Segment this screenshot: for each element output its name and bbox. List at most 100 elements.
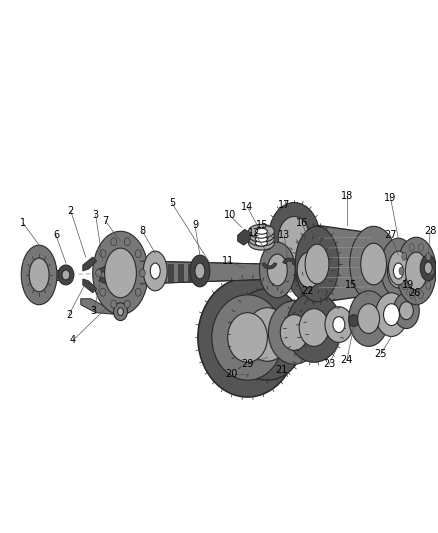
Ellipse shape	[405, 252, 427, 290]
Ellipse shape	[350, 227, 397, 302]
Ellipse shape	[418, 244, 424, 252]
Text: 9: 9	[192, 220, 198, 230]
Ellipse shape	[268, 254, 287, 286]
Bar	[284, 266, 289, 282]
Ellipse shape	[278, 216, 310, 260]
Ellipse shape	[246, 308, 289, 361]
Ellipse shape	[259, 242, 295, 298]
Ellipse shape	[280, 314, 308, 350]
Text: 22: 22	[301, 286, 313, 296]
Text: 8: 8	[139, 227, 145, 236]
Ellipse shape	[190, 255, 210, 287]
Ellipse shape	[124, 238, 130, 246]
Polygon shape	[83, 279, 97, 293]
Text: 25: 25	[374, 349, 387, 359]
Text: 12: 12	[248, 228, 261, 238]
Text: 15: 15	[345, 280, 357, 290]
Ellipse shape	[393, 293, 419, 328]
Ellipse shape	[212, 295, 283, 380]
Ellipse shape	[396, 237, 436, 305]
Ellipse shape	[399, 267, 404, 275]
Polygon shape	[99, 265, 110, 273]
Ellipse shape	[248, 224, 274, 238]
Ellipse shape	[418, 290, 424, 298]
Text: 11: 11	[222, 256, 234, 266]
Text: 17: 17	[278, 200, 290, 211]
Text: 14: 14	[241, 203, 254, 213]
Text: 3: 3	[91, 305, 97, 316]
Bar	[158, 264, 164, 282]
Ellipse shape	[255, 228, 268, 234]
Ellipse shape	[117, 308, 124, 316]
Ellipse shape	[361, 243, 386, 285]
Ellipse shape	[248, 236, 274, 250]
Ellipse shape	[228, 313, 268, 362]
Ellipse shape	[426, 281, 431, 289]
Ellipse shape	[325, 306, 353, 342]
Ellipse shape	[402, 281, 407, 289]
Ellipse shape	[255, 232, 268, 238]
Bar	[168, 264, 174, 282]
Ellipse shape	[21, 245, 57, 305]
Text: 10: 10	[223, 211, 236, 220]
Ellipse shape	[388, 254, 410, 288]
Bar	[188, 264, 194, 282]
Text: 16: 16	[296, 219, 308, 228]
Ellipse shape	[402, 253, 407, 260]
Ellipse shape	[111, 300, 117, 308]
Ellipse shape	[150, 263, 160, 279]
Ellipse shape	[376, 293, 407, 336]
Text: 28: 28	[424, 227, 436, 236]
Ellipse shape	[349, 291, 389, 346]
Ellipse shape	[426, 253, 431, 260]
Text: 2: 2	[68, 206, 74, 216]
Text: 23: 23	[323, 359, 335, 369]
Ellipse shape	[409, 290, 414, 298]
Text: 2: 2	[66, 310, 72, 320]
Text: 5: 5	[169, 198, 175, 208]
Text: 18: 18	[341, 190, 353, 200]
Bar	[300, 266, 305, 282]
Text: 19: 19	[385, 192, 396, 203]
Polygon shape	[99, 277, 110, 285]
Ellipse shape	[393, 263, 403, 279]
Text: 15: 15	[256, 220, 268, 230]
Ellipse shape	[255, 236, 268, 242]
Ellipse shape	[286, 293, 342, 362]
Polygon shape	[140, 261, 309, 284]
Ellipse shape	[62, 270, 70, 280]
Ellipse shape	[198, 278, 297, 397]
Ellipse shape	[381, 238, 416, 298]
Ellipse shape	[95, 269, 102, 277]
Ellipse shape	[295, 227, 339, 302]
Text: 27: 27	[384, 230, 397, 240]
Ellipse shape	[297, 252, 321, 288]
Ellipse shape	[268, 203, 320, 274]
Ellipse shape	[399, 302, 413, 320]
Ellipse shape	[111, 238, 117, 246]
Bar	[148, 264, 154, 282]
Text: 29: 29	[241, 359, 254, 369]
Ellipse shape	[389, 251, 408, 285]
Ellipse shape	[255, 240, 268, 246]
Text: 7: 7	[102, 216, 109, 227]
Ellipse shape	[113, 303, 127, 320]
Ellipse shape	[100, 250, 106, 257]
Ellipse shape	[230, 289, 305, 380]
Ellipse shape	[29, 258, 49, 292]
Ellipse shape	[143, 251, 167, 291]
Text: 19: 19	[402, 280, 414, 290]
Polygon shape	[317, 225, 374, 303]
Ellipse shape	[287, 238, 331, 302]
Ellipse shape	[135, 288, 141, 296]
Wedge shape	[283, 258, 296, 264]
Ellipse shape	[135, 250, 141, 257]
Ellipse shape	[384, 304, 399, 326]
Ellipse shape	[58, 265, 74, 285]
Ellipse shape	[420, 255, 436, 281]
Wedge shape	[262, 263, 277, 269]
Ellipse shape	[195, 263, 205, 279]
Text: 26: 26	[408, 288, 420, 298]
Polygon shape	[83, 257, 97, 271]
Bar	[178, 264, 184, 282]
